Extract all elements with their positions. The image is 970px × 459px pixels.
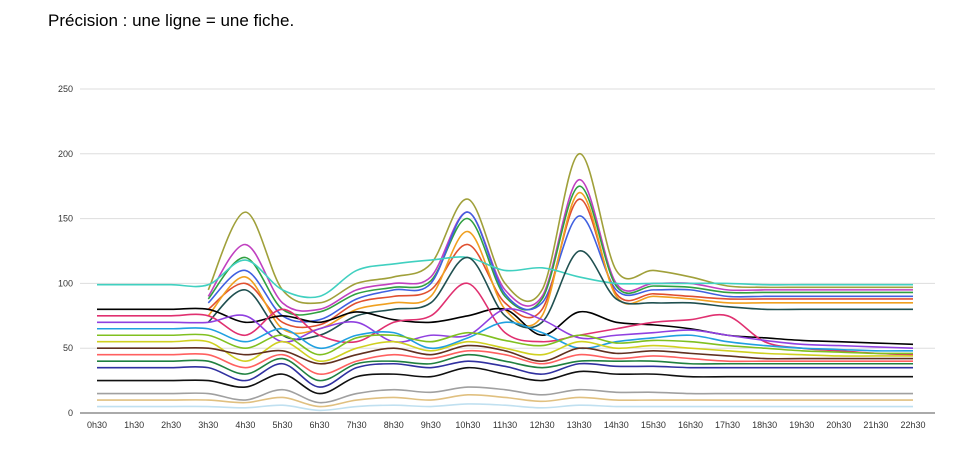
series-line [97,321,914,352]
x-tick-label: 1h30 [124,420,144,430]
x-tick-label: 20h30 [826,420,851,430]
x-tick-label: 16h30 [678,420,703,430]
x-tick-label: 15h30 [641,420,666,430]
x-tick-label: 7h30 [347,420,367,430]
x-tick-label: 6h30 [310,420,330,430]
y-tick-label: 0 [68,408,73,418]
x-tick-label: 11h30 [493,420,517,430]
x-tick-label: 17h30 [715,420,740,430]
x-tick-label: 4h30 [235,420,255,430]
x-tick-label: 22h30 [900,420,925,430]
y-tick-label: 250 [58,84,73,94]
series-line [97,344,913,365]
series-line [96,282,914,356]
series-line [207,185,913,316]
x-tick-label: 18h30 [752,420,777,430]
series-line [97,256,913,299]
series-line [207,191,913,335]
series-line [207,250,913,341]
series-line [96,331,914,356]
x-tick-label: 0h30 [87,420,107,430]
x-tick-label: 19h30 [789,420,814,430]
x-tick-label: 14h30 [604,420,629,430]
series-line [97,403,913,412]
x-tick-label: 2h30 [161,420,181,430]
x-tick-label: 5h30 [272,420,292,430]
series-line [207,178,913,312]
x-tick-label: 21h30 [863,420,888,430]
y-tick-label: 150 [58,214,73,224]
x-tick-label: 10h30 [455,420,480,430]
series-line [97,393,913,408]
series-line [97,308,914,349]
chart-caption: Précision : une ligne = une fiche. [48,11,295,30]
x-tick-label: 12h30 [530,420,555,430]
series-line [97,360,913,388]
series-line [96,366,913,395]
x-tick-label: 8h30 [384,420,404,430]
y-tick-label: 50 [63,343,73,353]
x-tick-label: 3h30 [198,420,218,430]
series-line [97,386,913,404]
series-line [96,353,913,382]
x-tick-label: 13h30 [567,420,592,430]
series-line [96,349,913,375]
series-line [207,153,913,305]
x-tick-label: 9h30 [421,420,441,430]
y-tick-label: 200 [58,149,73,159]
series-line [97,339,913,362]
y-tick-label: 100 [58,278,73,288]
